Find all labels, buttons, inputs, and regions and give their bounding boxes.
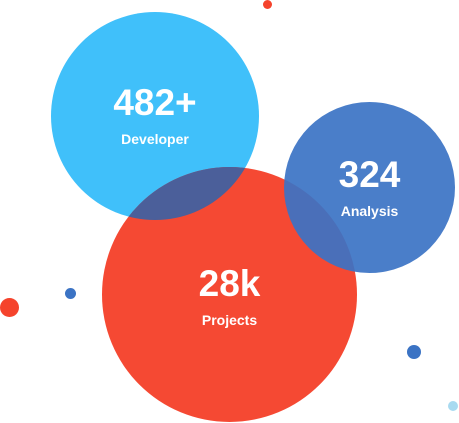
decorative-dot-blue	[407, 345, 421, 359]
projects-stat: 28k Projects	[102, 265, 357, 328]
developer-count: 482+	[113, 82, 197, 123]
decorative-dot-blue-small	[65, 288, 76, 299]
decorative-dot-lightblue	[448, 401, 458, 411]
projects-count: 28k	[198, 263, 261, 304]
decorative-dot-red-small	[263, 0, 272, 9]
projects-label: Projects	[201, 312, 258, 328]
analysis-count: 324	[338, 154, 401, 195]
analysis-label: Analysis	[340, 203, 399, 219]
analysis-bubble	[284, 102, 455, 273]
decorative-dot-red-large	[0, 298, 19, 317]
analysis-stat: 324 Analysis	[284, 156, 455, 219]
developer-stat: 482+ Developer	[51, 84, 259, 147]
developer-label: Developer	[121, 131, 189, 147]
